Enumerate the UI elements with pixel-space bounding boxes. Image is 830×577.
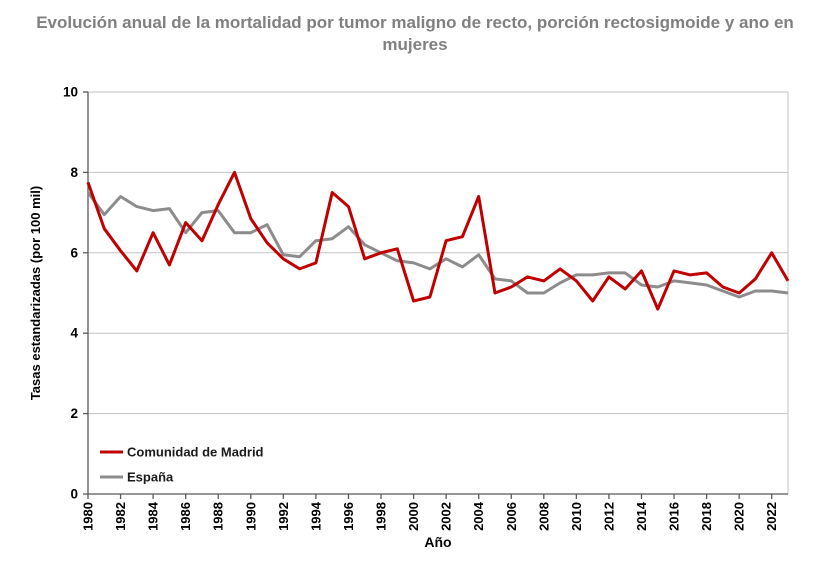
x-tick-label: 2002 xyxy=(439,502,454,531)
x-tick-label: 2020 xyxy=(732,502,747,531)
x-axis-title: Año xyxy=(424,534,451,550)
madrid-series-line xyxy=(86,170,790,311)
x-tick-label: 2004 xyxy=(471,501,486,531)
x-tick-label: 2012 xyxy=(601,502,616,531)
x-tick-label: 1984 xyxy=(146,501,161,531)
x-tick-label: 1992 xyxy=(276,502,291,531)
x-tick-label: 2006 xyxy=(504,502,519,531)
x-tick-label: 1986 xyxy=(178,502,193,531)
x-tick-label: 1996 xyxy=(341,502,356,531)
x-tick-label: 2022 xyxy=(764,502,779,531)
espana-series-line xyxy=(86,191,789,299)
x-tick-label: 2014 xyxy=(634,501,649,531)
x-tick-label: 2016 xyxy=(667,502,682,531)
chart-title: Evolución anual de la mortalidad por tum… xyxy=(36,13,794,55)
y-tick-label: 6 xyxy=(70,245,78,260)
x-tick-label: 2000 xyxy=(406,502,421,531)
x-tick-label: 1998 xyxy=(374,502,389,531)
y-tick-label: 8 xyxy=(70,165,78,180)
x-tick-label: 1990 xyxy=(243,502,258,531)
x-tick-label: 2010 xyxy=(569,502,584,531)
x-tick-label: 1982 xyxy=(113,502,128,531)
legend-label-espana: España xyxy=(127,470,174,485)
legend-label-madrid: Comunidad de Madrid xyxy=(127,445,264,460)
x-tick-label: 1994 xyxy=(308,501,323,531)
y-tick-label: 10 xyxy=(63,85,78,100)
x-tick-label: 1980 xyxy=(81,502,96,531)
y-tick-label: 4 xyxy=(70,326,78,341)
y-tick-label: 0 xyxy=(70,487,78,502)
x-tick-label: 2008 xyxy=(536,502,551,531)
x-tick-label: 1988 xyxy=(211,502,226,531)
y-tick-label: 2 xyxy=(70,406,78,421)
y-axis-title: Tasas estandarizadas (por 100 mil) xyxy=(28,186,43,400)
x-tick-label: 2018 xyxy=(699,502,714,531)
